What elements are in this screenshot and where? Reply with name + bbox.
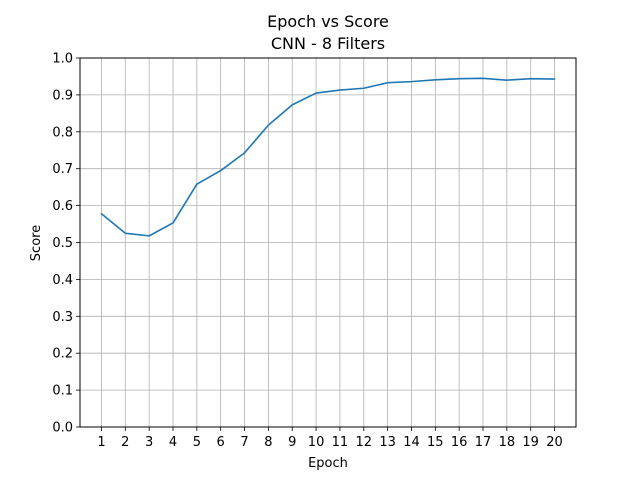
x-tick-label: 7	[240, 435, 248, 450]
x-tick-label: 1	[97, 435, 105, 450]
y-tick-label: 0.4	[52, 273, 73, 288]
x-tick-label: 15	[427, 435, 444, 450]
axis-ticks: 1 2 3 4 5 6 7 8 9 10 11 12 13 14 15 16 17 18 19 200.00.10.2…	[52, 52, 562, 451]
x-axis-label: Epoch	[308, 456, 348, 471]
y-tick-label: 0.2	[52, 347, 73, 362]
y-tick-label: 0.1	[52, 384, 73, 399]
x-tick-label: 12	[355, 435, 372, 450]
x-tick-label: 20	[546, 435, 563, 450]
x-tick-label: 11	[332, 435, 349, 450]
x-tick-label: 5	[193, 435, 201, 450]
x-tick-label: 8	[264, 435, 272, 450]
x-tick-label: 4	[169, 435, 177, 450]
y-tick-label: 1.0	[52, 52, 73, 67]
x-tick-label: 19	[522, 435, 539, 450]
y-tick-label: 0.8	[52, 125, 73, 140]
series-layer	[100, 77, 556, 237]
y-tick-label: 0.0	[52, 421, 73, 436]
x-tick-label: 6	[217, 435, 225, 450]
chart-subtitle: CNN - 8 Filters	[271, 34, 385, 53]
x-tick-label: 14	[403, 435, 420, 450]
y-tick-label: 0.7	[52, 162, 73, 177]
x-tick-label: 16	[451, 435, 468, 450]
x-tick-label: 2	[121, 435, 129, 450]
x-tick-label: 13	[379, 435, 396, 450]
y-tick-label: 0.6	[52, 199, 73, 214]
y-tick-label: 0.9	[52, 88, 73, 103]
y-axis-label: Score	[29, 225, 44, 261]
series-line	[100, 77, 556, 237]
chart-title: Epoch vs Score	[267, 12, 389, 31]
x-tick-label: 17	[475, 435, 492, 450]
x-tick-label: 9	[288, 435, 296, 450]
x-tick-label: 18	[499, 435, 516, 450]
y-tick-label: 0.5	[52, 236, 73, 251]
x-tick-label: 10	[308, 435, 325, 450]
x-tick-label: 3	[145, 435, 153, 450]
y-tick-label: 0.3	[52, 310, 73, 325]
